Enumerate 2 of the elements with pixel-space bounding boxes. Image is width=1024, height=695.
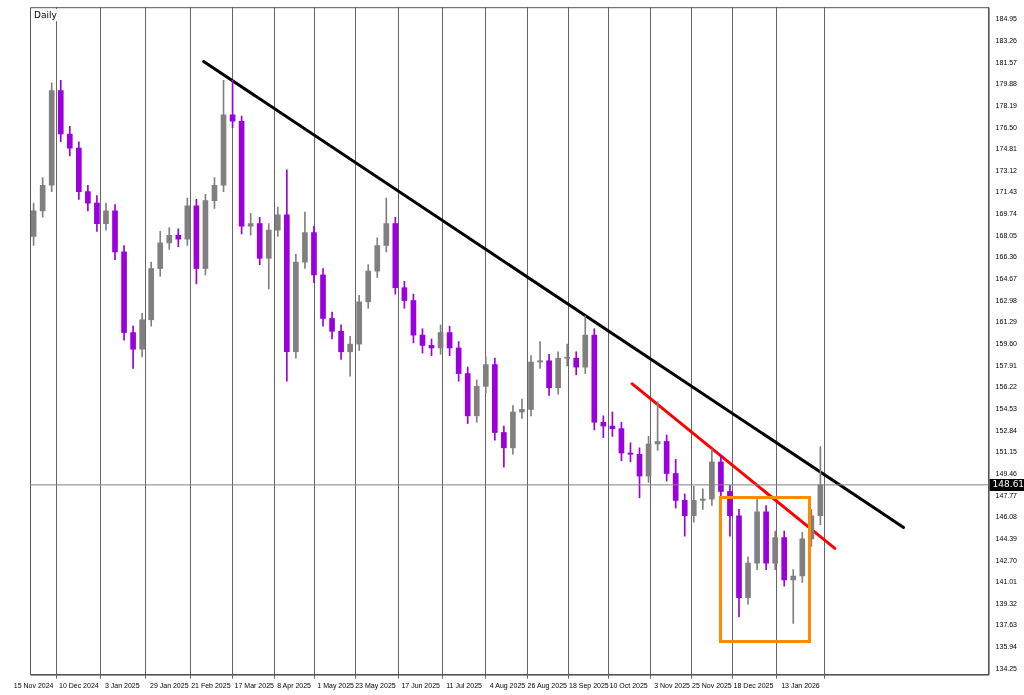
ref-line-label: 148.61: [992, 479, 1024, 490]
chart-title: Daily: [34, 10, 58, 21]
